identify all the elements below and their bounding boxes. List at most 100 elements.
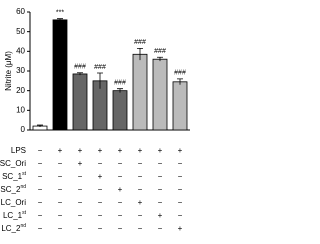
significance-label: ###	[174, 70, 186, 77]
table-cell: −	[138, 172, 143, 181]
table-cell: −	[78, 211, 83, 220]
table-cell: +	[118, 185, 123, 194]
table-cell: +	[98, 146, 103, 155]
significance-label: ###	[134, 39, 146, 46]
table-cell: −	[158, 159, 163, 168]
table-cell: +	[58, 146, 63, 155]
row-label: SC_Ori	[0, 159, 26, 168]
table-cell: −	[118, 211, 123, 220]
row-label-sup: st	[22, 171, 27, 177]
table-cell: −	[38, 159, 43, 168]
table-cell: −	[178, 159, 183, 168]
table-cell: +	[138, 198, 143, 207]
row-label-text: SC_Ori	[0, 159, 26, 168]
table-cell: −	[78, 224, 83, 233]
table-cell: +	[178, 224, 183, 233]
table-cell: −	[138, 185, 143, 194]
bar	[52, 19, 68, 131]
table-cell: −	[98, 185, 103, 194]
table-cell: −	[98, 159, 103, 168]
y-tick-label: 40	[16, 46, 25, 55]
bar	[112, 90, 128, 131]
table-cell: +	[158, 211, 163, 220]
row-label: LC_2nd	[1, 223, 26, 233]
table-cell: −	[38, 211, 43, 220]
y-tick-label: 10	[16, 105, 25, 114]
table-cell: +	[178, 146, 183, 155]
error-bar	[37, 124, 43, 128]
table-cell: −	[38, 185, 43, 194]
table-cell: −	[38, 198, 43, 207]
table-cell: −	[38, 224, 43, 233]
table-cell: −	[138, 159, 143, 168]
table-cell: −	[158, 172, 163, 181]
y-tick-label: 50	[16, 27, 25, 36]
error-bar	[137, 47, 143, 61]
table-cell: −	[58, 224, 63, 233]
table-cell: −	[98, 211, 103, 220]
row-label-sup: nd	[20, 184, 26, 190]
y-tick-label: 60	[16, 7, 25, 16]
table-cell: −	[98, 198, 103, 207]
table-cell: −	[58, 159, 63, 168]
error-bar	[57, 18, 63, 22]
row-label-text: LC_Ori	[1, 198, 27, 207]
table-cell: −	[158, 198, 163, 207]
table-cell: −	[158, 185, 163, 194]
row-label: SC_2nd	[0, 184, 26, 194]
y-tick-label: 20	[16, 86, 25, 95]
table-cell: −	[58, 211, 63, 220]
significance-label: ###	[114, 80, 126, 87]
table-cell: −	[118, 172, 123, 181]
row-label-sup: st	[22, 210, 27, 216]
table-cell: −	[178, 172, 183, 181]
significance-label: ###	[74, 64, 86, 71]
error-bar	[117, 88, 123, 93]
significance-label: ###	[94, 64, 106, 71]
bar	[72, 73, 88, 131]
row-label-text: LC_2	[1, 224, 21, 233]
row-label: LC_Ori	[1, 198, 27, 207]
table-cell: +	[78, 146, 83, 155]
table-cell: −	[138, 211, 143, 220]
y-tick-label: 30	[16, 66, 25, 75]
table-cell: +	[138, 146, 143, 155]
error-bar	[97, 72, 103, 89]
table-cell: −	[78, 198, 83, 207]
table-cell: −	[38, 172, 43, 181]
chart: Nitrite (μM) 0 10 20 30 40 50 60 *** ### ### ### ##…	[0, 7, 190, 233]
table-cell: −	[138, 224, 143, 233]
significance-label: ###	[154, 48, 166, 55]
significance-label: ***	[56, 10, 64, 17]
row-label-text: SC_1	[2, 172, 23, 181]
row-label: LPS	[11, 146, 26, 155]
table-cell: −	[98, 224, 103, 233]
table-cell: −	[38, 146, 43, 155]
table-cell: −	[78, 185, 83, 194]
bar	[152, 58, 168, 131]
row-label-text: LPS	[11, 146, 26, 155]
table-cell: −	[158, 224, 163, 233]
table-cell: −	[178, 198, 183, 207]
table-cell: −	[58, 172, 63, 181]
table-cell: −	[78, 172, 83, 181]
row-label-text: LC_1	[3, 211, 23, 220]
error-bar	[77, 72, 83, 76]
table-cell: −	[178, 185, 183, 194]
table-cell: −	[178, 211, 183, 220]
table-cell: −	[118, 224, 123, 233]
y-axis-label: Nitrite (μM)	[4, 51, 13, 91]
table-cell: +	[158, 146, 163, 155]
row-label: LC_1st	[3, 210, 27, 220]
table-cell: −	[118, 159, 123, 168]
row-label-sup: nd	[20, 223, 26, 229]
row-label-text: SC_2	[0, 185, 21, 194]
bar	[172, 81, 188, 131]
bar	[132, 53, 148, 131]
error-bar	[157, 56, 163, 62]
y-tick-label: 0	[21, 125, 26, 134]
table-cell: −	[118, 198, 123, 207]
table-cell: +	[78, 159, 83, 168]
table-cell: +	[98, 172, 103, 181]
table-cell: −	[58, 198, 63, 207]
